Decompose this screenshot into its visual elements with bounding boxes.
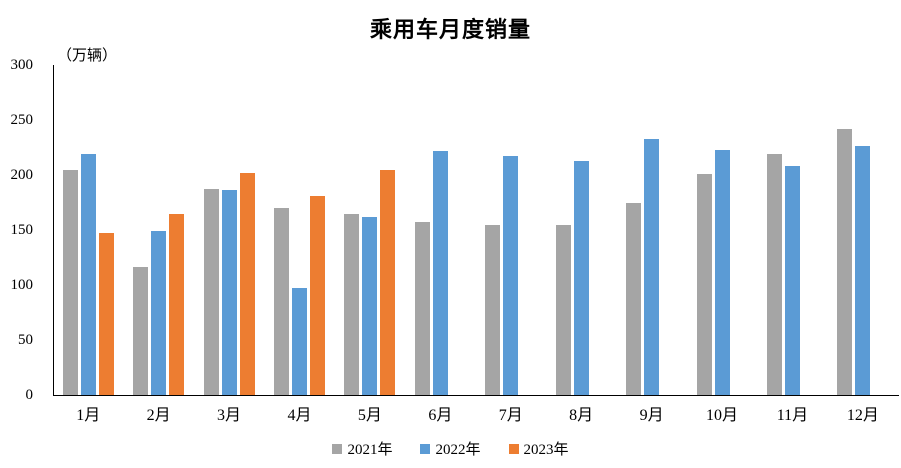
bar-2021年-9月 [626,202,642,395]
legend-label-2021年: 2021年 [347,442,393,458]
bar-group-4月 [264,65,334,395]
bar-2022年-6月 [432,150,448,395]
y-tick-0: 0 [25,387,34,403]
bar-2023年-4月 [309,195,325,395]
bar-2023年-3月 [239,172,255,395]
y-tick-200: 200 [10,167,34,183]
bar-2021年-8月 [555,224,571,395]
bar-2022年-3月 [221,190,237,395]
bar-2021年-10月 [696,173,712,395]
bar-2022年-11月 [784,166,800,395]
bar-2021年-6月 [414,222,430,395]
legend-swatch-2021年 [332,443,343,454]
bar-2023年-1月 [98,233,114,395]
y-tick-50: 50 [18,332,33,348]
x-label-7月: 7月 [498,407,523,424]
x-label-3月: 3月 [217,407,242,424]
y-axis-labels: 0 50 100 150 200 250 300 [0,57,34,403]
legend-swatch-2023年 [508,443,519,454]
bar-group-1月 [53,65,123,395]
bar-2022年-8月 [573,160,589,395]
bar-2021年-4月 [273,208,289,395]
bar-2022年-4月 [291,288,307,395]
bar-2021年-12月 [837,128,853,395]
legend-label-2022年: 2022年 [435,442,481,458]
x-label-12月: 12月 [846,407,879,424]
bar-2021年-1月 [62,169,78,395]
bar-group-9月 [616,65,686,395]
legend-item-2023年: 2023年 [508,438,569,459]
legend-label-2023年: 2023年 [523,442,569,458]
bar-2021年-3月 [203,189,219,395]
bar-2023年-2月 [169,213,185,395]
bar-2022年-7月 [503,156,519,395]
bar-group-7月 [476,65,546,395]
bar-2023年-5月 [380,169,396,395]
bar-group-10月 [687,65,757,395]
x-label-9月: 9月 [639,407,664,424]
y-tick-250: 250 [10,112,34,128]
bar-groups [53,65,898,395]
bar-2022年-1月 [80,154,96,395]
y-tick-150: 150 [10,222,34,238]
bar-2022年-12月 [855,146,871,395]
plot-area [53,65,899,396]
legend-item-2021年: 2021年 [332,438,392,459]
x-label-2月: 2月 [146,407,171,424]
x-label-11月: 11月 [776,407,809,424]
x-label-5月: 5月 [357,407,382,424]
x-label-6月: 6月 [428,407,453,424]
bar-2022年-5月 [362,216,378,395]
x-label-1月: 1月 [76,407,101,424]
legend-item-2022年: 2022年 [420,438,481,459]
legend-swatch-2022年 [420,443,431,454]
x-label-10月: 10月 [706,407,739,424]
y-tick-100: 100 [10,277,34,293]
bar-group-5月 [335,65,405,395]
bar-group-12月 [828,65,898,395]
chart-title: 乘用车月度销量 [369,17,531,42]
bar-2022年-9月 [644,138,660,395]
bar-2021年-7月 [485,224,501,395]
bar-group-11月 [757,65,827,395]
bar-group-2月 [123,65,193,395]
y-tick-300: 300 [10,57,34,73]
y-axis-unit-label: （万辆） [57,48,118,64]
x-axis-labels: 1月 2月 3月 4月 5月 6月 7月 8月 9月 10月 11月 12月 [53,401,898,425]
bar-group-3月 [194,65,264,395]
x-label-8月: 8月 [569,407,594,424]
bar-2021年-5月 [344,213,360,395]
bar-group-6月 [405,65,475,395]
bar-group-8月 [546,65,616,395]
bar-2022年-10月 [714,149,730,395]
x-label-4月: 4月 [287,407,312,424]
legend: 2021年 2022年 2023年 [0,438,901,459]
bar-2022年-2月 [151,231,167,395]
bar-2021年-11月 [766,154,782,395]
bar-2021年-2月 [133,267,149,395]
